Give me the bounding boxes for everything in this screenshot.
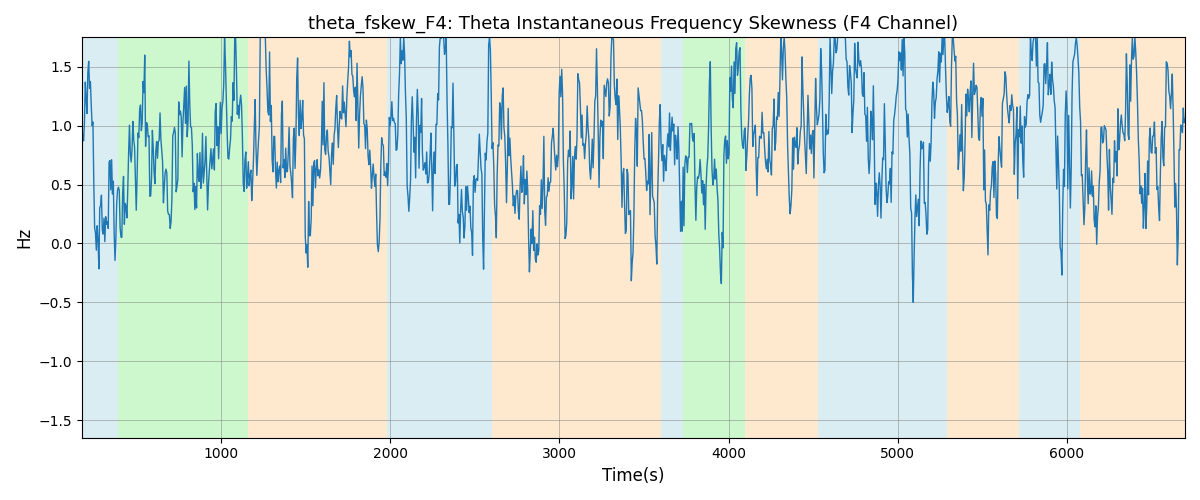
Bar [82, 38, 119, 438]
Bar [1019, 38, 1080, 438]
Bar [388, 38, 492, 438]
Bar [492, 38, 661, 438]
Y-axis label: Hz: Hz [14, 227, 32, 248]
Bar [248, 38, 388, 438]
X-axis label: Time(s): Time(s) [602, 467, 665, 485]
Title: theta_fskew_F4: Theta Instantaneous Frequency Skewness (F4 Channel): theta_fskew_F4: Theta Instantaneous Freq… [308, 15, 959, 34]
Bar [683, 38, 745, 438]
Bar [745, 38, 818, 438]
Bar [818, 38, 947, 438]
Bar [947, 38, 1019, 438]
Bar [1080, 38, 1186, 438]
Bar [661, 38, 683, 438]
Bar [119, 38, 248, 438]
